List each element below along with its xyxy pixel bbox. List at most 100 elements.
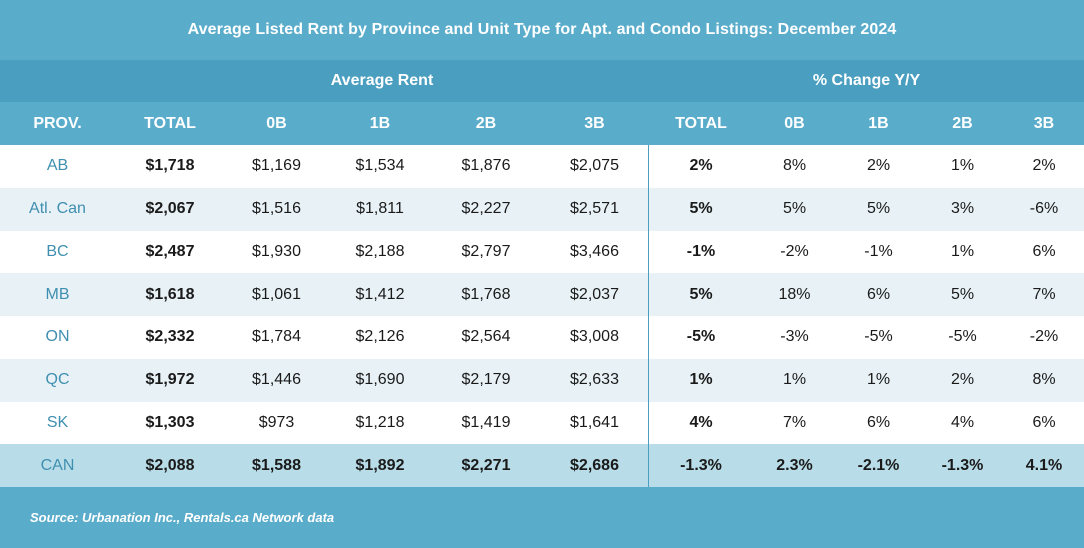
header-0b-change: 0B (784, 114, 805, 132)
change-cell: -1.3% (680, 456, 722, 474)
change-cell: 5% (689, 285, 713, 303)
change-cell: 2% (866, 157, 891, 175)
change-cell: -5% (864, 328, 893, 346)
change-cell: -2.1% (857, 456, 900, 474)
change-cell: 5% (866, 200, 891, 218)
table-row-total: CAN $2,088 $1,588 $1,892 $2,271 $2,686 -1.3% 2.… (0, 444, 1084, 487)
rent-cell: $2,564 (461, 328, 511, 346)
change-cell: -1.3% (941, 456, 984, 474)
province-cell: QC (45, 371, 70, 389)
rent-cell: $1,768 (461, 285, 511, 303)
header-total-change: TOTAL (675, 114, 727, 132)
rent-cell: $3,008 (570, 328, 619, 346)
header-1b-change: 1B (868, 114, 889, 132)
table-body: AB $1,718 $1,169 $1,534 $1,876 $2,075 2% 8% 2% 1%… (0, 145, 1084, 487)
change-cell: 2.3% (776, 456, 813, 474)
change-cell: 1% (782, 371, 807, 389)
column-group-divider (648, 145, 649, 487)
province-cell: MB (45, 285, 70, 303)
rent-cell: $2,075 (570, 157, 619, 175)
change-cell: -2% (780, 242, 809, 260)
header-3b-change: 3B (1033, 114, 1055, 132)
column-header-row: PROV. TOTAL 0B 1B 2B 3B TOTAL 0B 1B 2B 3… (0, 102, 1084, 145)
rent-cell: $2,571 (570, 200, 619, 218)
rent-cell: $1,516 (252, 200, 301, 218)
change-cell: 6% (866, 285, 891, 303)
header-2b-change: 2B (952, 114, 973, 132)
change-cell: 1% (689, 371, 713, 389)
table-row: BC $2,487 $1,930 $2,188 $2,797 $3,466 -1% -2% -1… (0, 230, 1084, 274)
change-cell: -2% (1029, 328, 1059, 346)
rent-cell: $1,061 (252, 285, 301, 303)
table-row: QC $1,972 $1,446 $1,690 $2,179 $2,633 1% 1% 1% 2%… (0, 358, 1084, 402)
rent-cell: $2,633 (570, 371, 619, 389)
change-cell: 1% (950, 157, 975, 175)
change-cell: 4% (689, 413, 713, 431)
rent-cell: $1,892 (355, 456, 405, 474)
rent-cell: $3,466 (570, 242, 619, 260)
change-cell: 8% (782, 157, 807, 175)
change-cell: 6% (1032, 242, 1056, 260)
rent-cell: $1,303 (145, 413, 195, 431)
rent-cell: $2,271 (461, 456, 511, 474)
change-cell: 1% (950, 242, 975, 260)
column-group-header: Average Rent % Change Y/Y (0, 60, 1084, 102)
change-cell: 18% (778, 285, 811, 303)
change-cell: 5% (782, 200, 807, 218)
change-cell: 2% (1032, 157, 1056, 175)
rent-cell: $1,218 (355, 413, 405, 431)
rent-cell: $2,487 (145, 242, 195, 260)
table-row: ON $2,332 $1,784 $2,126 $2,564 $3,008 -5% -3% -5… (0, 316, 1084, 359)
rent-cell: $1,412 (355, 285, 405, 303)
header-1b-rent: 1B (369, 114, 391, 132)
rent-cell: $2,332 (145, 328, 195, 346)
header-0b-rent: 0B (266, 114, 287, 132)
table-row: SK $1,303 $973 $1,218 $1,419 $1,641 4% 7% 6% 4% 6% (0, 401, 1084, 445)
rent-cell: $1,169 (252, 157, 301, 175)
rent-cell: $1,534 (355, 157, 405, 175)
change-cell: 2% (689, 157, 713, 175)
table-row: AB $1,718 $1,169 $1,534 $1,876 $2,075 2% 8% 2% 1%… (0, 145, 1084, 188)
rent-cell: $1,641 (570, 413, 619, 431)
change-cell: 5% (950, 285, 975, 303)
header-total-rent: TOTAL (144, 114, 196, 132)
change-cell: -1% (686, 242, 716, 260)
rent-cell: $2,088 (145, 456, 195, 474)
change-cell: -5% (948, 328, 977, 346)
group-percent-change: % Change Y/Y (812, 72, 921, 89)
rent-cell: $2,188 (355, 242, 405, 260)
change-cell: 7% (1032, 285, 1056, 303)
rent-cell: $1,618 (145, 285, 195, 303)
rent-cell: $2,067 (145, 200, 195, 218)
rent-cell: $2,126 (355, 328, 405, 346)
table-row: MB $1,618 $1,061 $1,412 $1,768 $2,037 5% 18% 6% 5… (0, 273, 1084, 316)
table-title: Average Listed Rent by Province and Unit… (0, 0, 1084, 60)
rent-cell: $2,037 (570, 285, 619, 303)
change-cell: 5% (689, 200, 713, 218)
province-cell: ON (45, 328, 70, 346)
change-cell: -6% (1029, 200, 1059, 218)
rent-cell: $1,811 (356, 200, 404, 218)
rent-cell: $1,972 (145, 371, 195, 389)
header-3b-rent: 3B (584, 114, 605, 132)
rent-cell: $1,784 (252, 328, 301, 346)
province-cell: SK (46, 413, 69, 431)
change-cell: -1% (864, 242, 893, 260)
province-cell: Atl. Can (29, 200, 86, 218)
change-cell: 8% (1032, 371, 1056, 389)
change-cell: 6% (1032, 413, 1056, 431)
rent-cell: $973 (258, 413, 295, 431)
change-cell: 2% (950, 371, 975, 389)
change-cell: 1% (866, 371, 891, 389)
change-cell: 4% (950, 413, 975, 431)
header-2b-rent: 2B (475, 114, 497, 132)
province-cell: CAN (40, 456, 75, 474)
change-cell: 3% (950, 200, 975, 218)
rent-cell: $1,876 (461, 157, 511, 175)
change-cell: 4.1% (1025, 456, 1063, 474)
table-row: Atl. Can $2,067 $1,516 $1,811 $2,227 $2,571 5%… (0, 187, 1084, 231)
change-cell: 6% (866, 413, 891, 431)
rent-cell: $2,686 (570, 456, 619, 474)
province-cell: AB (46, 157, 69, 175)
